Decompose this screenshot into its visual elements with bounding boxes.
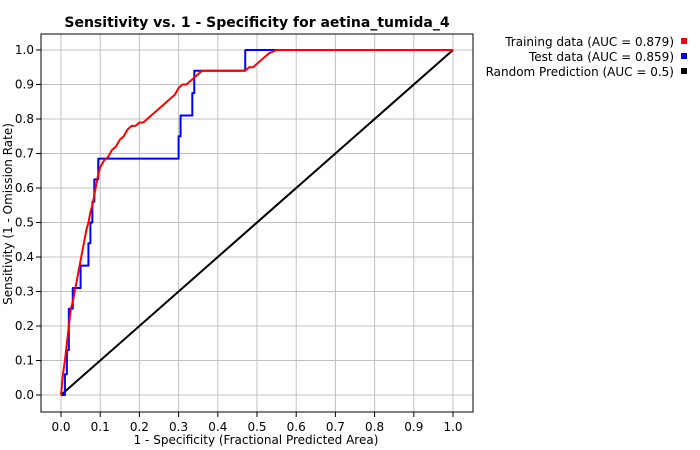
legend-random-prediction-label: Random Prediction (AUC = 0.5) bbox=[486, 65, 674, 79]
legend-test-data-swatch bbox=[681, 53, 687, 59]
legend-random-prediction-swatch bbox=[681, 68, 687, 74]
series-layer bbox=[60, 49, 454, 396]
y-tick-label: 0.1 bbox=[15, 354, 34, 368]
x-tick-label: 0.1 bbox=[91, 420, 110, 434]
x-tick-label: 0.4 bbox=[208, 420, 227, 434]
y-tick-label: 0.2 bbox=[15, 319, 34, 333]
x-tick-label: 0.2 bbox=[130, 420, 149, 434]
x-axis-label: 1 - Specificity (Fractional Predicted Ar… bbox=[134, 433, 379, 447]
x-tick-label: 0.6 bbox=[287, 420, 306, 434]
y-tick-label: 0.4 bbox=[15, 250, 34, 264]
chart-title: Sensitivity vs. 1 - Specificity for aeti… bbox=[64, 15, 449, 31]
y-tick-label: 0.9 bbox=[15, 78, 34, 92]
x-tick-label: 0.3 bbox=[169, 420, 188, 434]
y-tick-label: 0.8 bbox=[15, 112, 34, 126]
legend-training-data-label: Training data (AUC = 0.879) bbox=[504, 35, 674, 49]
x-tick-label: 0.8 bbox=[365, 420, 384, 434]
legend-test-data-label: Test data (AUC = 0.859) bbox=[528, 50, 674, 64]
x-tick-label: 0.5 bbox=[247, 420, 266, 434]
x-tick-label: 0.0 bbox=[51, 420, 70, 434]
y-tick-label: 0.0 bbox=[15, 388, 34, 402]
y-tick-label: 0.6 bbox=[15, 181, 34, 195]
y-axis-label: Sensitivity (1 - Omission Rate) bbox=[1, 123, 15, 305]
y-tick-label: 0.3 bbox=[15, 285, 34, 299]
y-tick-label: 0.7 bbox=[15, 147, 34, 161]
x-tick-label: 0.9 bbox=[404, 420, 423, 434]
legend-training-data-swatch bbox=[681, 38, 687, 44]
random-prediction-line bbox=[60, 49, 454, 396]
y-tick-label: 1.0 bbox=[15, 43, 34, 57]
legend: Training data (AUC = 0.879)Test data (AU… bbox=[486, 35, 687, 79]
training-data-line bbox=[60, 49, 453, 396]
tick-layer: 0.0 0.1 0.2 0.3 0.4 0.5 0.6 0.7 0.8 0.9 1.0 0.0 0.1 0… bbox=[15, 43, 463, 434]
x-tick-label: 1.0 bbox=[443, 420, 462, 434]
x-tick-label: 0.7 bbox=[326, 420, 345, 434]
y-tick-label: 0.5 bbox=[15, 216, 34, 230]
